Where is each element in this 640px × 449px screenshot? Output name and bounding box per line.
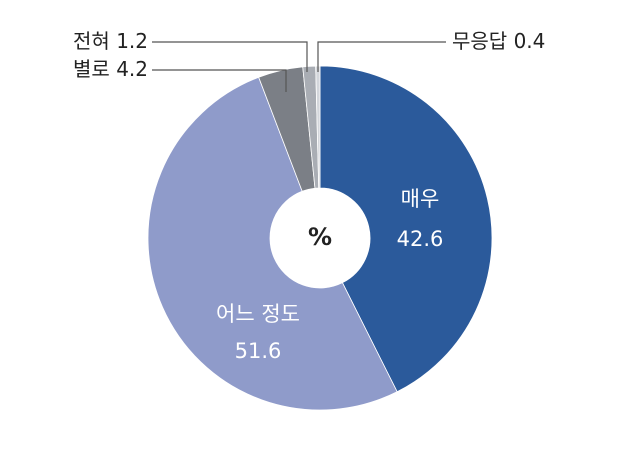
outside-label: 별로 4.2 [73,57,148,81]
slice-label: 무응답 [452,29,507,53]
center-label: % [308,223,332,251]
outside-label: 무응답 0.4 [452,29,545,53]
leader-line [152,69,287,92]
slice-label: 어느 정도 [216,302,300,326]
leader-line [317,41,446,72]
outside-label: 전혀 1.2 [73,29,148,53]
value-label: 51.6 [235,339,282,363]
slice [147,76,398,411]
value-label: 4.2 [116,57,148,81]
slice-label: 별로 [73,57,110,81]
value-label: 42.6 [397,227,444,251]
value-label: 1.2 [116,29,148,53]
slice [315,65,321,189]
slice [319,65,493,393]
value-label: 0.4 [514,29,546,53]
leader-line [152,41,308,72]
slice-label: 매우 [401,187,440,211]
slice-label: 전혀 [73,29,110,53]
